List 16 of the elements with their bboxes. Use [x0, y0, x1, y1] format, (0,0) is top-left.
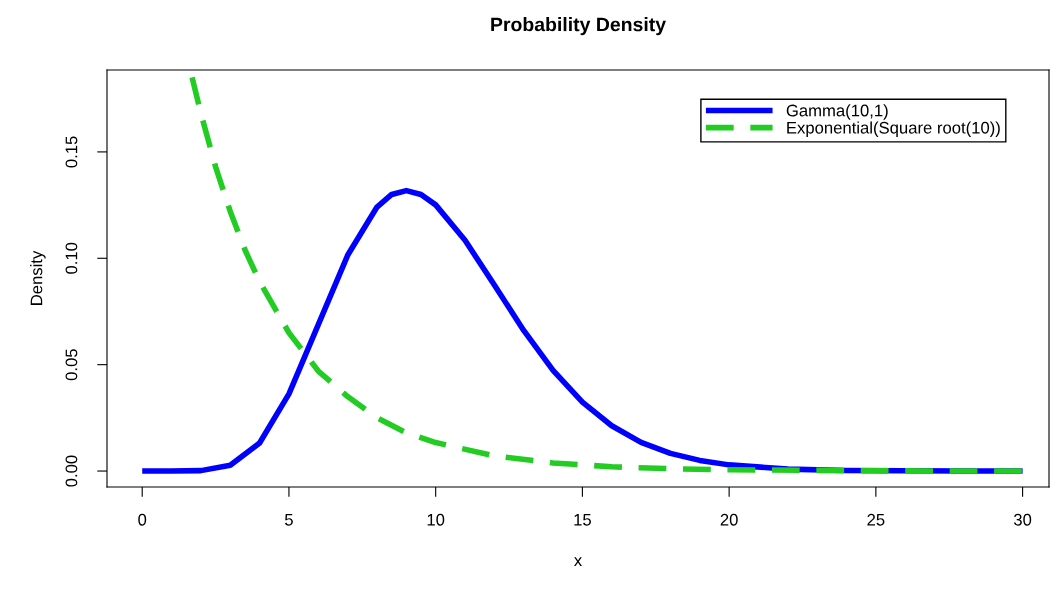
x-tick-label: 10: [427, 513, 445, 526]
y-tick-label: 0.00: [65, 455, 78, 487]
legend-label: Gamma(10,1): [786, 104, 888, 120]
x-tick-label: 0: [138, 513, 147, 526]
x-tick-label: 15: [574, 514, 591, 526]
chart-title: Probability Density: [491, 17, 666, 36]
x-tick-label: 25: [867, 513, 885, 526]
y-tick-label: 0.15: [65, 136, 78, 168]
legend-label: Exponential(Square root(10)): [787, 121, 1000, 137]
y-axis-title: Density: [30, 250, 46, 305]
x-tick-label: 5: [284, 514, 293, 526]
x-axis-title: x: [574, 557, 582, 566]
x-tick-label: 20: [720, 513, 738, 526]
y-tick-label: 0.05: [65, 349, 78, 381]
y-tick-label: 0.10: [65, 242, 78, 274]
x-tick-label: 30: [1013, 513, 1032, 526]
